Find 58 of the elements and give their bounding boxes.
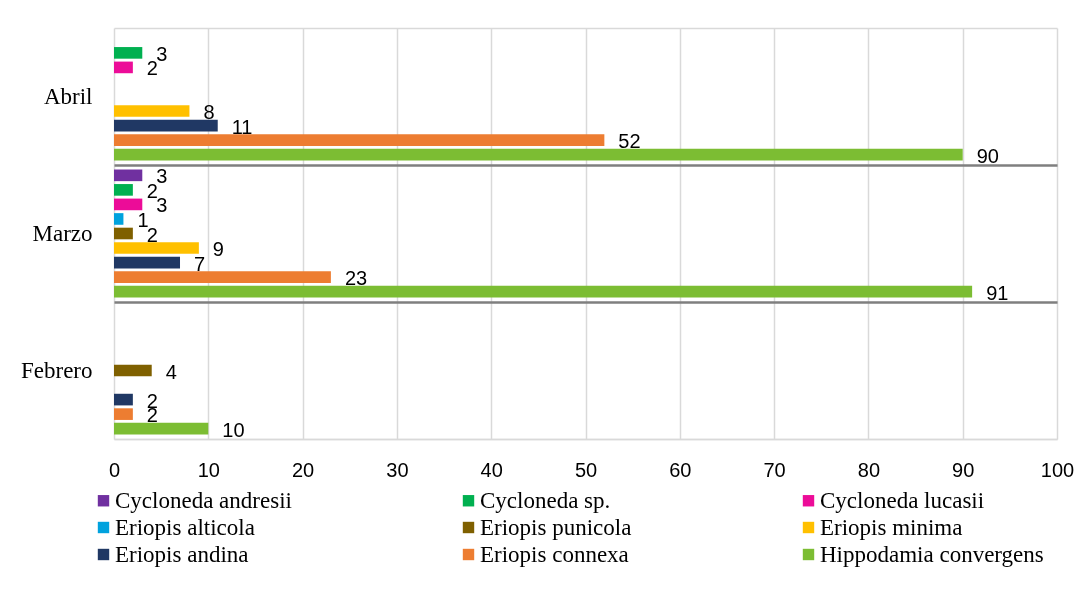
- bar: [114, 61, 133, 74]
- data-label: 90: [976, 144, 999, 167]
- x-tick-label: 50: [574, 458, 598, 481]
- data-label: 4: [165, 360, 177, 383]
- bar: [114, 393, 133, 406]
- bar: [114, 148, 963, 161]
- data-label: 2: [146, 57, 158, 80]
- x-tick-label: 60: [669, 458, 692, 481]
- legend-label: Eriopis punicola: [480, 514, 632, 540]
- bar: [114, 364, 152, 377]
- legend-label: Eriopis alticola: [115, 514, 255, 540]
- data-label: 23: [344, 267, 368, 290]
- bar: [114, 256, 181, 269]
- bar: [114, 271, 331, 283]
- x-tick-label: 90: [952, 458, 975, 481]
- y-tick-label: Abril: [43, 84, 93, 109]
- legend-label: Cycloneda sp.: [480, 487, 611, 513]
- bar: [114, 213, 124, 225]
- legend-label: Cycloneda andresii: [115, 487, 292, 513]
- x-tick-label: 40: [480, 458, 503, 481]
- bar: [114, 134, 605, 146]
- y-tick-label: Febrero: [20, 358, 93, 383]
- legend-label: Eriopis minima: [820, 514, 963, 540]
- y-tick-label: Marzo: [32, 221, 93, 246]
- legend-label: Eriopis andina: [115, 541, 249, 567]
- bar: [114, 408, 133, 420]
- bar: [114, 105, 190, 117]
- bar: [114, 227, 133, 240]
- bar: [114, 119, 218, 132]
- bar: [114, 285, 973, 298]
- data-label: 91: [986, 281, 1009, 304]
- x-tick-label: 100: [1040, 458, 1075, 481]
- data-label: 11: [231, 115, 253, 138]
- legend-label: Cycloneda lucasii: [820, 487, 985, 513]
- data-label: 3: [156, 194, 168, 217]
- x-tick-label: 30: [386, 458, 409, 481]
- bar: [114, 47, 143, 59]
- bar: [114, 422, 209, 435]
- bar: [114, 198, 143, 211]
- bar: [114, 184, 133, 196]
- data-label: 3: [156, 165, 168, 188]
- bar: [114, 169, 143, 182]
- data-label: 3: [156, 42, 168, 65]
- x-tick-label: 0: [108, 458, 121, 481]
- data-label: 8: [203, 101, 215, 124]
- data-label: 1: [137, 208, 149, 231]
- data-label: 7: [194, 252, 206, 275]
- bar: [114, 242, 199, 254]
- data-label: 52: [618, 130, 641, 153]
- data-label: 2: [146, 179, 158, 202]
- x-tick-label: 10: [197, 458, 220, 481]
- x-tick-label: 80: [857, 458, 881, 481]
- legend-label: Hippodamia convergens: [820, 541, 1044, 567]
- legend-label: Eriopis connexa: [480, 541, 629, 567]
- data-label: 10: [222, 418, 245, 441]
- data-label: 9: [212, 238, 224, 261]
- x-tick-label: 70: [763, 458, 786, 481]
- x-tick-label: 20: [291, 458, 315, 481]
